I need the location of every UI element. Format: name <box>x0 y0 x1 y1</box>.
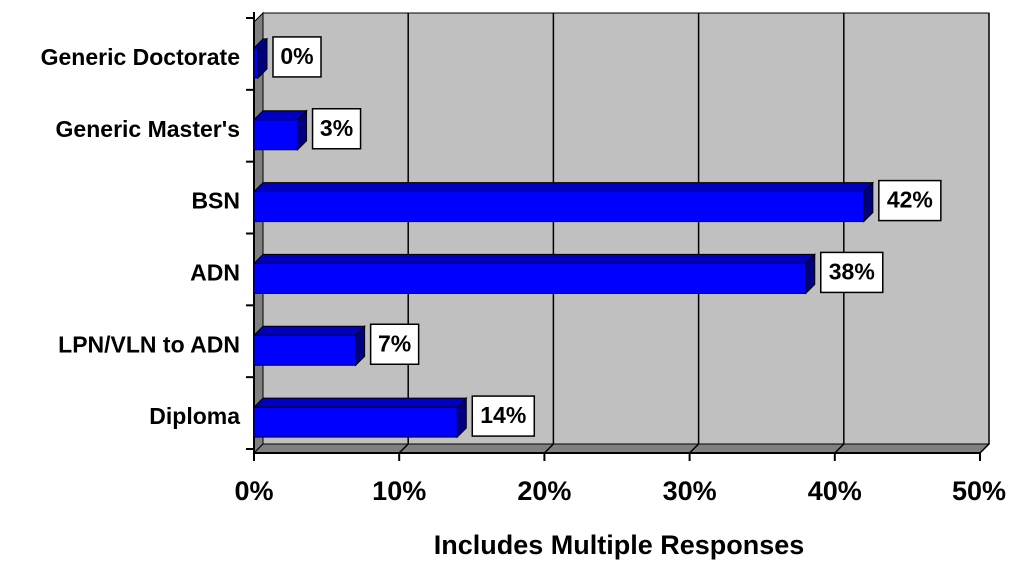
data-label: 7% <box>369 323 420 365</box>
bar-front <box>253 119 299 151</box>
bars <box>252 37 875 439</box>
data-label: 14% <box>471 395 536 437</box>
gridline-floor <box>398 443 409 454</box>
bar-front <box>253 191 865 223</box>
gridline-floor <box>689 443 700 454</box>
data-label-box <box>369 323 420 365</box>
bar-front <box>253 334 357 366</box>
data-label-text: 7% <box>378 330 411 356</box>
data-label-text: 0% <box>280 43 313 69</box>
category-label: ADN <box>190 259 240 285</box>
category-label: Diploma <box>149 403 240 429</box>
category-label: BSN <box>191 188 240 214</box>
x-tick-labels: 0% 10% 20% 30% 40% 50% <box>234 476 1006 506</box>
x-tick-label: 10% <box>372 476 426 506</box>
data-label: 42% <box>878 179 942 222</box>
data-label-box <box>311 108 362 150</box>
bar-top <box>252 325 366 336</box>
data-label-text: 42% <box>887 187 933 213</box>
category-label: Generic Master's <box>56 116 240 142</box>
data-label-text: 3% <box>320 115 353 141</box>
bar-front <box>253 262 807 294</box>
x-tick-label: 40% <box>808 476 862 506</box>
data-labels: 0% 3% 42% 38% 7% 14% <box>272 36 942 437</box>
data-label-box <box>272 36 322 78</box>
category-label: Generic Doctorate <box>41 44 240 70</box>
gridline-floor <box>543 443 554 454</box>
x-tick-label: 50% <box>952 476 1006 506</box>
gridline-floor <box>979 443 990 454</box>
data-label-box <box>878 179 942 222</box>
bar-top <box>252 397 468 408</box>
bar <box>252 181 875 223</box>
x-tick-label: 30% <box>663 476 717 506</box>
x-axis-title: Includes Multiple Responses <box>434 530 805 560</box>
x-tick-label: 0% <box>234 476 273 506</box>
bar <box>252 325 366 367</box>
data-label-text: 38% <box>829 258 875 284</box>
plot-side-wall <box>253 11 264 455</box>
gridline-floor <box>834 443 845 454</box>
data-label-box <box>471 395 536 437</box>
plot-area <box>252 11 991 455</box>
bar-top <box>252 182 875 193</box>
gridlines <box>398 13 990 454</box>
data-label-text: 14% <box>480 402 526 428</box>
bar <box>252 109 308 151</box>
plot-floor <box>252 443 991 454</box>
bar-top <box>252 253 816 264</box>
bar <box>252 253 816 295</box>
x-tick-label: 20% <box>517 476 571 506</box>
axes <box>246 12 981 461</box>
bar <box>252 396 468 439</box>
category-label: LPN/VLN to ADN <box>58 331 240 357</box>
data-label: 38% <box>820 251 884 294</box>
data-label-box <box>820 251 884 294</box>
bar <box>252 37 269 80</box>
category-labels: Generic Doctorate Generic Master's BSN ADN L… <box>41 44 241 429</box>
plot-back-wall <box>262 12 990 445</box>
data-label: 0% <box>272 36 322 78</box>
data-label: 3% <box>311 108 362 150</box>
bar-front <box>253 406 458 438</box>
bar-front <box>253 47 259 79</box>
